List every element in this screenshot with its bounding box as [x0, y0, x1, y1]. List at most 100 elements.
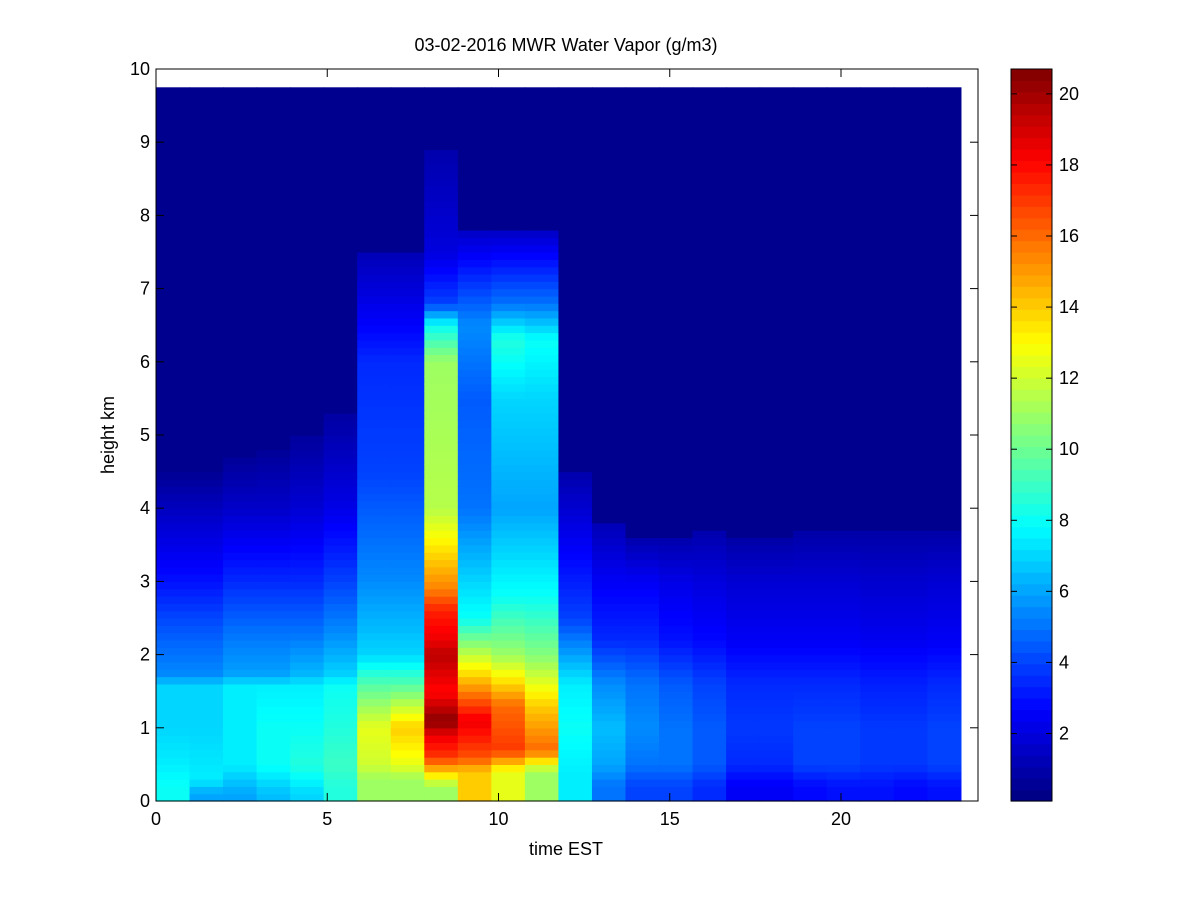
heatmap-cell — [524, 347, 560, 356]
heatmap-cell — [457, 369, 492, 378]
heatmap-cell — [927, 237, 962, 246]
heatmap-cell — [290, 522, 325, 531]
heatmap-cell — [558, 142, 593, 151]
heatmap-cell — [390, 208, 425, 216]
heatmap-cell — [927, 317, 962, 326]
heatmap-cell — [357, 325, 392, 334]
heatmap-cell — [726, 639, 761, 648]
heatmap-cell — [424, 347, 459, 356]
colorbar-segment — [1011, 618, 1052, 631]
heatmap-cell — [457, 464, 492, 473]
heatmap-cell — [189, 142, 224, 151]
heatmap-cell — [659, 793, 694, 802]
heatmap-cell — [357, 376, 392, 385]
heatmap-cell — [524, 559, 560, 568]
heatmap-cell — [659, 559, 694, 568]
heatmap-cell — [625, 149, 660, 158]
heatmap-cell — [189, 215, 224, 224]
heatmap-cell — [491, 749, 526, 758]
heatmap-cell — [927, 603, 962, 612]
heatmap-cell — [390, 317, 425, 326]
heatmap-cell — [591, 273, 627, 282]
heatmap-cell — [189, 786, 224, 795]
heatmap-cell — [558, 193, 593, 202]
heatmap-cell — [692, 200, 727, 209]
heatmap-cell — [424, 186, 459, 195]
heatmap-cell — [591, 698, 627, 707]
heatmap-cell — [927, 420, 962, 429]
heatmap-cell — [726, 266, 761, 275]
heatmap-cell — [156, 171, 191, 180]
heatmap-cell — [491, 149, 526, 158]
heatmap-cell — [189, 530, 224, 539]
heatmap-cell — [860, 230, 895, 238]
heatmap-cell — [256, 347, 291, 356]
heatmap-cell — [491, 552, 526, 561]
heatmap-cell — [524, 369, 560, 378]
heatmap-cell — [659, 639, 694, 648]
heatmap-cell — [256, 127, 291, 136]
heatmap-cell — [591, 676, 627, 685]
heatmap-cell — [826, 398, 861, 407]
heatmap-cell — [424, 87, 459, 92]
heatmap-cell — [659, 347, 694, 356]
heatmap-cell — [860, 603, 895, 612]
heatmap-cell — [524, 683, 560, 692]
heatmap-cell — [692, 471, 727, 480]
heatmap-cell — [659, 120, 694, 129]
heatmap-cell — [290, 676, 325, 685]
heatmap-cell — [491, 230, 526, 238]
heatmap-cell — [424, 339, 459, 348]
heatmap-cell — [390, 325, 425, 334]
heatmap-cell — [591, 186, 627, 195]
heatmap-cell — [323, 237, 358, 246]
heatmap-cell — [726, 742, 761, 751]
heatmap-cell — [524, 515, 560, 524]
heatmap-cell — [726, 471, 761, 480]
heatmap-cell — [927, 661, 962, 670]
heatmap-cell — [759, 464, 794, 473]
heatmap-cell — [591, 120, 627, 129]
heatmap-cell — [424, 200, 459, 209]
colorbar-segment — [1011, 595, 1052, 608]
heatmap-cell — [591, 749, 627, 758]
heatmap-cell — [793, 405, 828, 414]
heatmap-cell — [726, 361, 761, 370]
heatmap-cell — [524, 90, 560, 99]
heatmap-cell — [390, 574, 425, 582]
heatmap-cell — [927, 727, 962, 736]
heatmap-cell — [390, 90, 425, 99]
colorbar-tick-label: 2 — [1059, 723, 1069, 743]
colorbar-segment — [1011, 206, 1052, 219]
heatmap-cell — [793, 669, 828, 678]
heatmap-cell — [524, 530, 560, 539]
heatmap-cell — [290, 757, 325, 765]
heatmap-cell — [156, 186, 191, 195]
heatmap-cell — [223, 90, 258, 99]
heatmap-cell — [759, 735, 794, 744]
heatmap-cell — [826, 544, 861, 553]
colorbar-segment — [1011, 789, 1052, 802]
heatmap-cell — [390, 705, 425, 714]
heatmap-cell — [491, 508, 526, 517]
heatmap-cell — [457, 537, 492, 546]
heatmap-cell — [491, 105, 526, 114]
heatmap-cell — [323, 618, 358, 626]
heatmap-cell — [759, 149, 794, 158]
heatmap-cell — [189, 486, 224, 495]
colorbar-tick-label: 16 — [1059, 226, 1079, 246]
heatmap-cell — [256, 156, 291, 165]
heatmap-cell — [759, 632, 794, 641]
heatmap-cell — [290, 618, 325, 626]
heatmap-cell — [524, 669, 560, 678]
heatmap-cell — [524, 735, 560, 744]
heatmap-cell — [457, 522, 492, 531]
heatmap-cell — [223, 230, 258, 238]
heatmap-cell — [189, 691, 224, 700]
heatmap-cell — [558, 720, 593, 729]
heatmap-cell — [860, 383, 895, 392]
colorbar-segment — [1011, 572, 1052, 585]
heatmap-cell — [491, 530, 526, 539]
heatmap-cell — [457, 508, 492, 517]
heatmap-cell — [424, 288, 459, 297]
